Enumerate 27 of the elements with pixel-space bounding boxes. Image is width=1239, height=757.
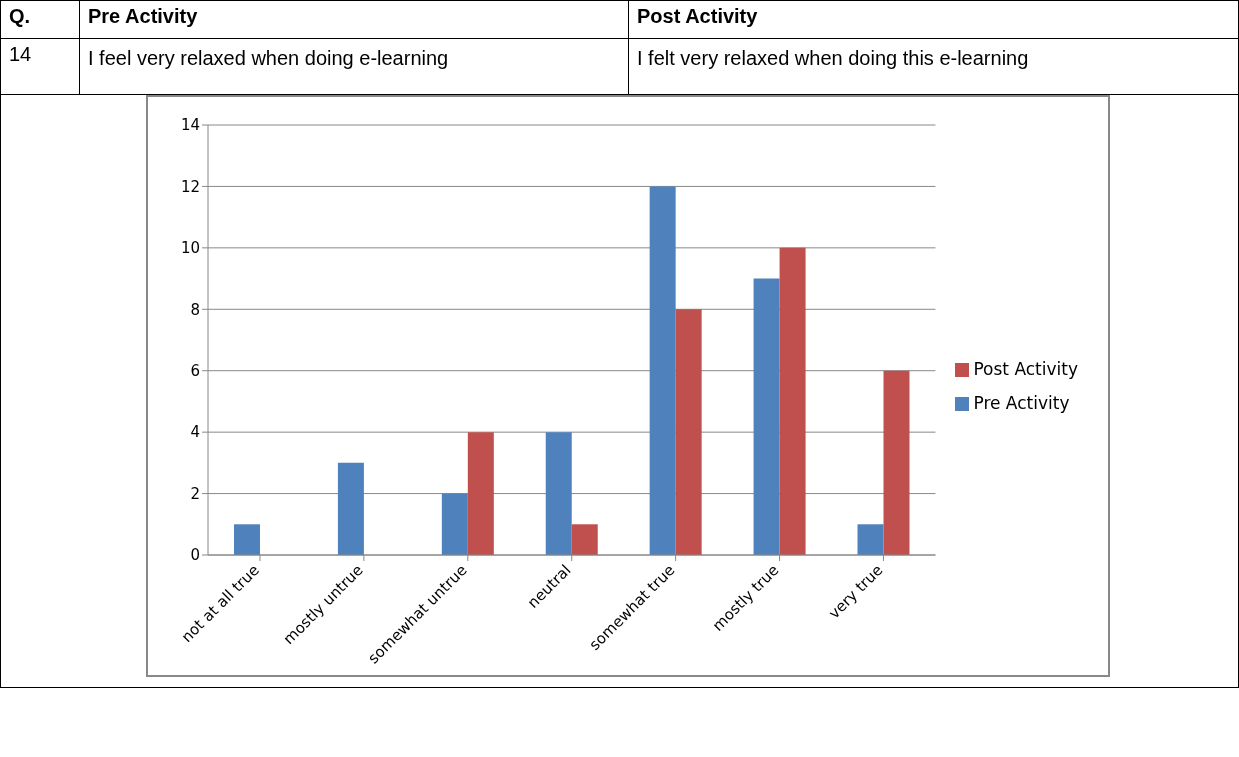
bar	[337, 462, 364, 555]
y-tick-label: 14	[180, 116, 200, 135]
text: Post Activity	[628, 0, 1239, 39]
bar	[467, 432, 494, 555]
y-tick-label: 2	[190, 484, 200, 503]
y-tick-label: 10	[180, 239, 200, 258]
legend-label: Post Activity	[973, 359, 1078, 379]
bar	[779, 247, 806, 555]
bar	[857, 524, 884, 555]
y-tick-label: 12	[180, 177, 200, 196]
bar	[883, 370, 910, 555]
text: I felt very relaxed when doing this e-learning	[628, 38, 1239, 95]
legend-label: Pre Activity	[973, 393, 1070, 413]
bar	[753, 278, 780, 555]
y-tick-label: 4	[190, 423, 200, 442]
text: Q.	[0, 0, 80, 39]
bar	[571, 524, 598, 555]
y-tick-label: 6	[190, 362, 200, 381]
bar	[675, 309, 702, 555]
text: I feel very relaxed when doing e-learning	[79, 38, 629, 95]
y-tick-label: 8	[190, 300, 200, 319]
text: Pre Activity	[79, 0, 629, 39]
bar	[649, 186, 676, 555]
text: 14	[0, 38, 80, 95]
bar	[233, 524, 260, 555]
bar	[545, 432, 572, 555]
bar	[441, 493, 468, 555]
